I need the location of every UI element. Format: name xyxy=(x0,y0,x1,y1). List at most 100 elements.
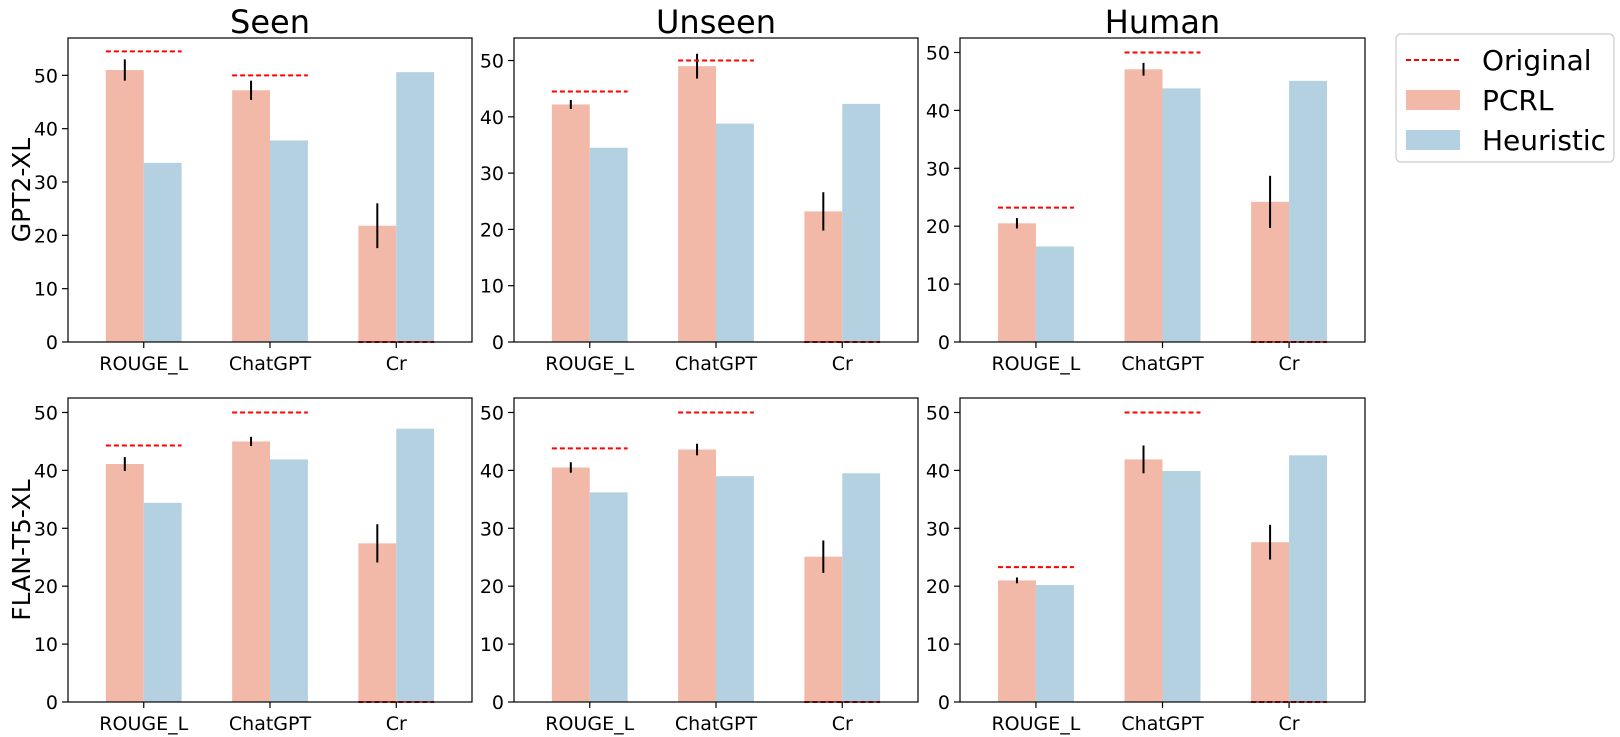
pcrl-bar-chatgpt xyxy=(232,90,270,343)
heuristic-bar-rouge_l xyxy=(1035,246,1074,342)
heuristic-bar-cr xyxy=(1289,80,1328,343)
row-label: GPT2-XL xyxy=(7,138,36,243)
legend: Original PCRL Heuristic xyxy=(1395,33,1615,163)
x-tick-label: Cr xyxy=(386,713,407,735)
x-tick-label: ROUGE_L xyxy=(545,353,634,375)
pcrl-bar-cr xyxy=(358,543,397,702)
heuristic-bar-chatgpt xyxy=(716,123,754,342)
x-tick-label: Cr xyxy=(1279,353,1300,375)
x-tick-label: ChatGPT xyxy=(229,713,312,735)
subplot-title: Human xyxy=(1105,3,1220,41)
pcrl-bar-rouge_l xyxy=(997,580,1036,702)
y-tick-label: 40 xyxy=(926,100,950,122)
y-tick-label: 50 xyxy=(926,42,950,64)
y-tick-label: 10 xyxy=(480,276,504,298)
y-tick-label: 20 xyxy=(34,576,58,598)
y-tick-label: 40 xyxy=(34,119,58,141)
y-tick-label: 30 xyxy=(34,518,58,540)
legend-label-heuristic: Heuristic xyxy=(1482,124,1606,157)
y-tick-label: 10 xyxy=(34,279,58,301)
heuristic-bar-chatgpt xyxy=(716,476,754,702)
heuristic-bar-chatgpt xyxy=(1162,470,1201,702)
pcrl-bar-rouge_l xyxy=(997,223,1036,342)
heuristic-bar-cr xyxy=(1289,455,1328,702)
subplot-title: Unseen xyxy=(656,3,776,41)
subplot-1-2: 0 10 20 30 40 50 ROUGE_L ChatGPT Cr Unseen xyxy=(480,3,919,375)
heuristic-bar-chatgpt xyxy=(270,459,308,702)
y-tick-label: 20 xyxy=(926,216,950,238)
y-tick-label: 30 xyxy=(926,518,950,540)
subplot-2-1: 0 10 20 30 40 50 ROUGE_L ChatGPT Cr FLAN-T5-XL xyxy=(7,397,473,735)
heuristic-bar-cr xyxy=(842,473,881,702)
x-tick-label: ROUGE_L xyxy=(991,713,1080,735)
y-tick-label: 0 xyxy=(492,692,504,714)
y-tick-label: 40 xyxy=(480,460,504,482)
y-tick-label: 20 xyxy=(480,219,504,241)
x-tick-label: ROUGE_L xyxy=(99,713,188,735)
heuristic-bar-chatgpt xyxy=(1162,88,1201,343)
pcrl-bar-rouge_l xyxy=(551,467,590,702)
subplot-1-1: 0 10 20 30 40 50 ROUGE_L ChatGPT Cr Seen GPT2-XL xyxy=(7,3,473,375)
x-tick-label: ChatGPT xyxy=(1121,713,1204,735)
x-tick-label: Cr xyxy=(386,353,407,375)
y-tick-label: 50 xyxy=(34,65,58,87)
subplot-1-3: 0 10 20 30 40 50 ROUGE_L ChatGPT Cr Human xyxy=(926,3,1366,375)
pcrl-bar-chatgpt xyxy=(678,449,716,702)
pcrl-bar-rouge_l xyxy=(551,104,590,342)
y-tick-label: 50 xyxy=(34,402,58,424)
y-tick-label: 0 xyxy=(46,692,58,714)
pcrl-bar-chatgpt xyxy=(1124,459,1163,702)
x-tick-label: ROUGE_L xyxy=(991,353,1080,375)
y-tick-label: 10 xyxy=(926,274,950,296)
y-tick-label: 0 xyxy=(938,692,950,714)
legend-swatch-heuristic xyxy=(1406,130,1460,150)
heuristic-bar-chatgpt xyxy=(270,140,308,342)
y-tick-label: 20 xyxy=(926,576,950,598)
y-tick-label: 10 xyxy=(34,634,58,656)
heuristic-bar-rouge_l xyxy=(589,492,628,702)
subplot-2-3: 0 10 20 30 40 50 ROUGE_L ChatGPT Cr xyxy=(926,397,1366,735)
pcrl-bar-chatgpt xyxy=(232,441,270,702)
y-tick-label: 10 xyxy=(480,634,504,656)
y-tick-label: 0 xyxy=(938,332,950,354)
x-tick-label: ROUGE_L xyxy=(545,713,634,735)
heuristic-bar-rouge_l xyxy=(1035,585,1074,702)
x-tick-label: ChatGPT xyxy=(675,713,758,735)
y-tick-label: 40 xyxy=(34,460,58,482)
y-tick-label: 0 xyxy=(46,332,58,354)
pcrl-bar-chatgpt xyxy=(1124,69,1163,343)
y-tick-label: 50 xyxy=(926,402,950,424)
x-tick-label: ChatGPT xyxy=(1121,353,1204,375)
legend-swatch-pcrl xyxy=(1406,90,1460,110)
pcrl-bar-rouge_l xyxy=(105,464,144,702)
y-tick-label: 10 xyxy=(926,634,950,656)
x-tick-label: ROUGE_L xyxy=(99,353,188,375)
y-tick-label: 20 xyxy=(34,225,58,247)
heuristic-bar-rouge_l xyxy=(589,147,628,342)
y-tick-label: 40 xyxy=(926,460,950,482)
subplot-title: Seen xyxy=(230,3,310,41)
y-tick-label: 30 xyxy=(480,163,504,185)
y-tick-label: 20 xyxy=(480,576,504,598)
heuristic-bar-cr xyxy=(396,72,435,342)
pcrl-bar-rouge_l xyxy=(105,70,144,342)
x-tick-label: Cr xyxy=(832,713,853,735)
heuristic-bar-rouge_l xyxy=(143,162,182,342)
x-tick-label: Cr xyxy=(832,353,853,375)
pcrl-bar-cr xyxy=(1251,542,1290,702)
y-tick-label: 30 xyxy=(480,518,504,540)
y-tick-label: 30 xyxy=(34,172,58,194)
y-tick-label: 30 xyxy=(926,158,950,180)
x-tick-label: ChatGPT xyxy=(675,353,758,375)
row-label: FLAN-T5-XL xyxy=(7,479,36,620)
legend-label-original: Original xyxy=(1482,44,1592,77)
pcrl-bar-chatgpt xyxy=(678,66,716,343)
heuristic-bar-cr xyxy=(396,428,435,702)
x-tick-label: Cr xyxy=(1279,713,1300,735)
heuristic-bar-rouge_l xyxy=(143,502,182,702)
y-tick-label: 50 xyxy=(480,402,504,424)
legend-label-pcrl: PCRL xyxy=(1482,84,1554,117)
x-tick-label: ChatGPT xyxy=(229,353,312,375)
pcrl-bar-cr xyxy=(804,211,843,342)
subplot-2-2: 0 10 20 30 40 50 ROUGE_L ChatGPT Cr xyxy=(480,397,919,735)
